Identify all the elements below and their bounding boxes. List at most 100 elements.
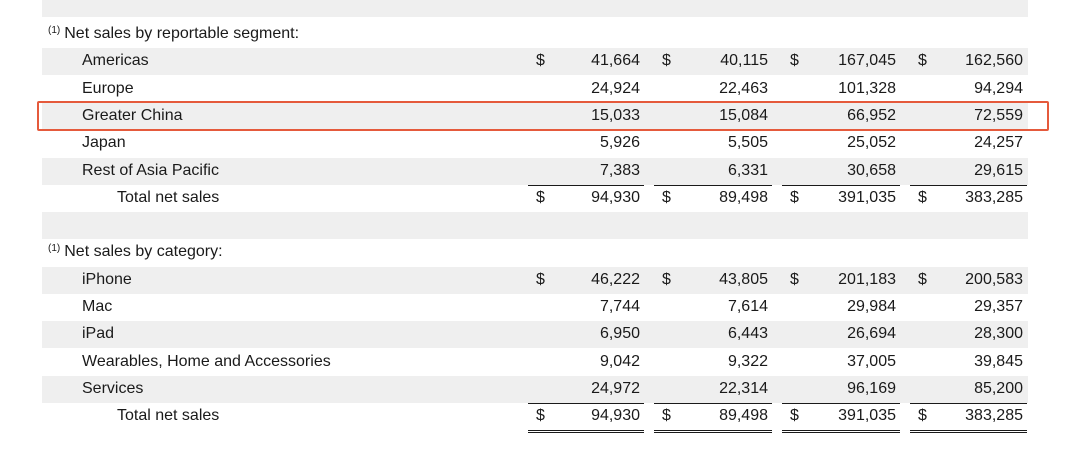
row-label: iPad (82, 325, 115, 343)
value-number: 43,805 (719, 270, 768, 288)
value-number: 24,257 (974, 134, 1023, 152)
value-cell: $200,583 (910, 267, 1027, 294)
value-cell: 37,005 (782, 349, 900, 376)
section-header: (1) Net sales by category: (42, 239, 1028, 266)
value-number: 22,314 (719, 379, 768, 397)
value-cell: 30,658 (782, 158, 900, 186)
value-cell: $383,285 (910, 185, 1027, 215)
value-cell: $89,498 (654, 185, 772, 215)
currency-symbol: $ (536, 270, 545, 288)
section-title-text: Net sales by reportable segment: (64, 25, 300, 42)
value-number: 167,045 (838, 52, 896, 70)
currency-symbol: $ (918, 270, 927, 288)
value-cell: 9,322 (654, 349, 772, 376)
value-cell: 22,314 (654, 376, 772, 404)
section-header: (1) Net sales by reportable segment: (42, 21, 1028, 48)
value-number: 29,615 (974, 161, 1023, 179)
value-cell: 85,200 (910, 376, 1027, 404)
currency-symbol: $ (918, 407, 927, 425)
value-number: 201,183 (838, 270, 896, 288)
value-number: 24,972 (591, 379, 640, 397)
value-cell: 9,042 (528, 349, 644, 376)
value-number: 5,926 (599, 134, 640, 152)
currency-symbol: $ (790, 407, 799, 425)
value-cell: $201,183 (782, 267, 900, 294)
value-number: 7,614 (727, 298, 768, 315)
value-number: 89,498 (719, 188, 768, 206)
currency-symbol: $ (918, 188, 927, 206)
value-cell: $391,035 (782, 403, 900, 434)
value-number: 94,294 (974, 79, 1023, 97)
row-label: Mac (82, 298, 113, 315)
section-title-text: Net sales by category: (64, 243, 223, 261)
value-number: 15,084 (719, 106, 768, 124)
value-number: 22,463 (719, 79, 768, 97)
value-number: 162,560 (965, 52, 1023, 70)
value-number: 200,583 (965, 270, 1023, 288)
value-cell: $40,115 (654, 48, 772, 75)
footnote-marker: (1) (48, 243, 61, 255)
value-cell: 94,294 (910, 76, 1027, 103)
value-number: 26,694 (847, 325, 896, 343)
value-cell: 7,614 (654, 294, 772, 321)
value-cell: $167,045 (782, 48, 900, 75)
value-cell: 29,615 (910, 158, 1027, 186)
value-cell: $46,222 (528, 267, 644, 294)
value-cell: 15,084 (654, 103, 772, 130)
value-number: 28,300 (974, 325, 1023, 343)
value-cell: $94,930 (528, 185, 644, 215)
value-cell: 5,505 (654, 130, 772, 157)
highlight-box (37, 100, 1049, 131)
footnote-marker: (1) (48, 25, 61, 36)
value-number: 6,950 (599, 325, 640, 343)
table-row: Rest of Asia Pacific 7,383 6,331 30,658 29,6… (42, 157, 1028, 186)
currency-symbol: $ (662, 270, 671, 288)
table-row: Services 24,972 22,314 96,169 85,200 (42, 375, 1028, 404)
value-cell: 72,559 (910, 103, 1027, 130)
value-cell: 66,952 (782, 103, 900, 130)
value-cell: 96,169 (782, 376, 900, 404)
value-cell: $89,498 (654, 403, 772, 434)
table-row: Wearables, Home and Accessories 9,042 9,32… (42, 349, 1028, 376)
table-row: Japan 5,926 5,505 25,052 24,257 (42, 130, 1028, 157)
value-cell: $162,560 (910, 48, 1027, 75)
value-cell: 39,845 (910, 349, 1027, 376)
value-cell: 5,926 (528, 130, 644, 157)
row-label: Services (82, 379, 144, 397)
value-number: 15,033 (591, 106, 640, 124)
row-label: Japan (82, 134, 126, 152)
value-cell: 6,331 (654, 158, 772, 186)
value-number: 30,658 (847, 161, 896, 179)
value-cell: 29,984 (782, 294, 900, 321)
top-spacer-row (42, 0, 1028, 17)
table-row: iPhone $46,222 $43,805 $201,183 $200,583 (42, 266, 1028, 294)
value-cell: 7,744 (528, 294, 644, 321)
currency-symbol: $ (536, 407, 545, 425)
value-number: 72,559 (974, 106, 1023, 124)
value-number: 89,498 (719, 407, 768, 425)
value-number: 7,744 (599, 298, 640, 315)
value-number: 9,042 (599, 352, 640, 370)
currency-symbol: $ (918, 52, 927, 70)
currency-symbol: $ (662, 407, 671, 425)
value-number: 29,984 (847, 298, 896, 315)
value-number: 24,924 (591, 79, 640, 97)
value-cell: 22,463 (654, 76, 772, 103)
value-cell: $94,930 (528, 403, 644, 434)
row-label: Total net sales (117, 188, 220, 206)
value-cell: $391,035 (782, 185, 900, 215)
table-row: iPad 6,950 6,443 26,694 28,300 (42, 321, 1028, 349)
value-number: 7,383 (599, 161, 640, 179)
currency-symbol: $ (790, 270, 799, 288)
value-number: 391,035 (838, 407, 896, 425)
value-number: 40,115 (720, 52, 768, 70)
value-cell: 101,328 (782, 76, 900, 103)
row-label: Wearables, Home and Accessories (82, 352, 331, 370)
value-number: 29,357 (974, 298, 1023, 315)
table-row: Americas $41,664 $40,115 $167,045 $162,560 (42, 48, 1028, 76)
value-number: 5,505 (727, 134, 768, 152)
value-number: 94,930 (591, 407, 640, 425)
value-number: 37,005 (847, 352, 896, 370)
currency-symbol: $ (790, 52, 799, 70)
spacer-row (42, 212, 1028, 240)
